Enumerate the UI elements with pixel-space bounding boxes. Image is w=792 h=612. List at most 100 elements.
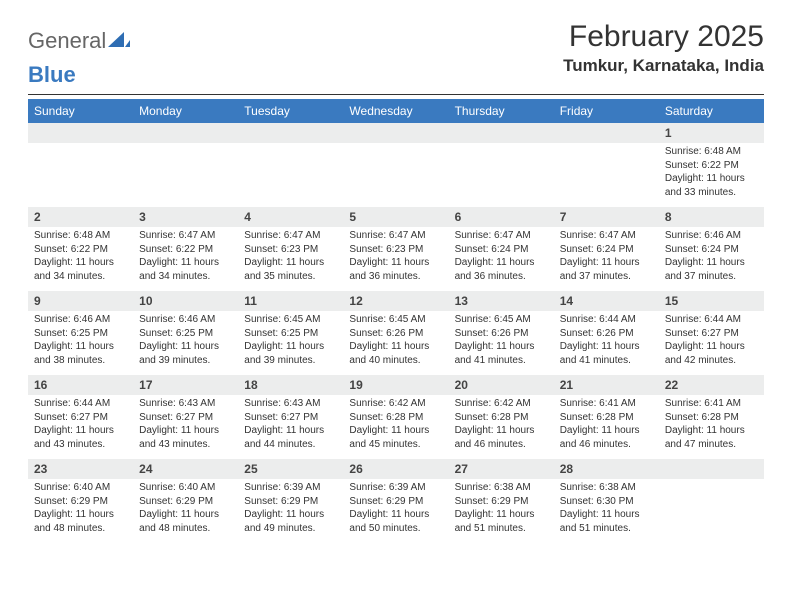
day-content: Sunrise: 6:38 AMSunset: 6:29 PMDaylight:… xyxy=(449,479,554,543)
daylight-text: Daylight: 11 hours and 36 minutes. xyxy=(349,256,442,283)
sunrise-text: Sunrise: 6:41 AM xyxy=(665,397,758,411)
sunset-text: Sunset: 6:28 PM xyxy=(665,411,758,425)
day-number: 6 xyxy=(449,207,554,227)
sunset-text: Sunset: 6:27 PM xyxy=(34,411,127,425)
day-number: 20 xyxy=(449,375,554,395)
sunrise-text: Sunrise: 6:39 AM xyxy=(244,481,337,495)
day-content: Sunrise: 6:39 AMSunset: 6:29 PMDaylight:… xyxy=(238,479,343,543)
sunset-text: Sunset: 6:29 PM xyxy=(349,495,442,509)
day-content xyxy=(133,143,238,207)
weekday-friday: Friday xyxy=(554,99,659,123)
day-number: 22 xyxy=(659,375,764,395)
day-content: Sunrise: 6:46 AMSunset: 6:25 PMDaylight:… xyxy=(133,311,238,375)
day-content: Sunrise: 6:45 AMSunset: 6:26 PMDaylight:… xyxy=(449,311,554,375)
sunset-text: Sunset: 6:27 PM xyxy=(665,327,758,341)
day-number: 25 xyxy=(238,459,343,479)
week-daynum-row: 232425262728 xyxy=(28,459,764,479)
sunrise-text: Sunrise: 6:47 AM xyxy=(349,229,442,243)
weekday-monday: Monday xyxy=(133,99,238,123)
sunrise-text: Sunrise: 6:46 AM xyxy=(139,313,232,327)
daylight-text: Daylight: 11 hours and 41 minutes. xyxy=(560,340,653,367)
day-content xyxy=(238,143,343,207)
daylight-text: Daylight: 11 hours and 45 minutes. xyxy=(349,424,442,451)
week-daynum-row: 1 xyxy=(28,123,764,143)
sunrise-text: Sunrise: 6:48 AM xyxy=(34,229,127,243)
day-number: 15 xyxy=(659,291,764,311)
day-number: 26 xyxy=(343,459,448,479)
day-content xyxy=(343,143,448,207)
daylight-text: Daylight: 11 hours and 48 minutes. xyxy=(139,508,232,535)
day-number: 10 xyxy=(133,291,238,311)
daylight-text: Daylight: 11 hours and 41 minutes. xyxy=(455,340,548,367)
logo-text-general: General xyxy=(28,28,106,54)
day-number xyxy=(28,123,133,143)
sunrise-text: Sunrise: 6:39 AM xyxy=(349,481,442,495)
week-daynum-row: 16171819202122 xyxy=(28,375,764,395)
sunset-text: Sunset: 6:22 PM xyxy=(34,243,127,257)
sunrise-text: Sunrise: 6:46 AM xyxy=(34,313,127,327)
sunset-text: Sunset: 6:26 PM xyxy=(349,327,442,341)
day-content: Sunrise: 6:40 AMSunset: 6:29 PMDaylight:… xyxy=(133,479,238,543)
weekday-thursday: Thursday xyxy=(449,99,554,123)
week-daynum-row: 2345678 xyxy=(28,207,764,227)
sunrise-text: Sunrise: 6:45 AM xyxy=(244,313,337,327)
sunset-text: Sunset: 6:29 PM xyxy=(244,495,337,509)
daylight-text: Daylight: 11 hours and 38 minutes. xyxy=(34,340,127,367)
week-content-row: Sunrise: 6:48 AMSunset: 6:22 PMDaylight:… xyxy=(28,143,764,207)
header-divider xyxy=(28,94,764,95)
day-content: Sunrise: 6:44 AMSunset: 6:26 PMDaylight:… xyxy=(554,311,659,375)
sunset-text: Sunset: 6:26 PM xyxy=(560,327,653,341)
sunrise-text: Sunrise: 6:47 AM xyxy=(139,229,232,243)
sunset-text: Sunset: 6:24 PM xyxy=(560,243,653,257)
day-number: 16 xyxy=(28,375,133,395)
daylight-text: Daylight: 11 hours and 50 minutes. xyxy=(349,508,442,535)
logo: General xyxy=(28,28,130,54)
day-content: Sunrise: 6:48 AMSunset: 6:22 PMDaylight:… xyxy=(659,143,764,207)
day-content: Sunrise: 6:47 AMSunset: 6:23 PMDaylight:… xyxy=(238,227,343,291)
sunset-text: Sunset: 6:25 PM xyxy=(244,327,337,341)
sunrise-text: Sunrise: 6:42 AM xyxy=(455,397,548,411)
sunrise-text: Sunrise: 6:44 AM xyxy=(34,397,127,411)
sunset-text: Sunset: 6:30 PM xyxy=(560,495,653,509)
location-subtitle: Tumkur, Karnataka, India xyxy=(563,56,764,76)
day-content: Sunrise: 6:43 AMSunset: 6:27 PMDaylight:… xyxy=(133,395,238,459)
sunset-text: Sunset: 6:24 PM xyxy=(455,243,548,257)
sunrise-text: Sunrise: 6:40 AM xyxy=(139,481,232,495)
day-number xyxy=(133,123,238,143)
day-content: Sunrise: 6:45 AMSunset: 6:25 PMDaylight:… xyxy=(238,311,343,375)
sunset-text: Sunset: 6:27 PM xyxy=(244,411,337,425)
weekday-saturday: Saturday xyxy=(659,99,764,123)
day-number: 9 xyxy=(28,291,133,311)
day-content xyxy=(554,143,659,207)
weekday-tuesday: Tuesday xyxy=(238,99,343,123)
day-number xyxy=(343,123,448,143)
sunset-text: Sunset: 6:22 PM xyxy=(665,159,758,173)
day-number: 24 xyxy=(133,459,238,479)
sunset-text: Sunset: 6:26 PM xyxy=(455,327,548,341)
day-content: Sunrise: 6:42 AMSunset: 6:28 PMDaylight:… xyxy=(449,395,554,459)
daylight-text: Daylight: 11 hours and 44 minutes. xyxy=(244,424,337,451)
calendar-page: General February 2025 Tumkur, Karnataka,… xyxy=(0,0,792,563)
daylight-text: Daylight: 11 hours and 43 minutes. xyxy=(34,424,127,451)
day-number: 1 xyxy=(659,123,764,143)
daylight-text: Daylight: 11 hours and 47 minutes. xyxy=(665,424,758,451)
daylight-text: Daylight: 11 hours and 48 minutes. xyxy=(34,508,127,535)
sunset-text: Sunset: 6:25 PM xyxy=(34,327,127,341)
daylight-text: Daylight: 11 hours and 49 minutes. xyxy=(244,508,337,535)
day-number: 21 xyxy=(554,375,659,395)
day-number: 3 xyxy=(133,207,238,227)
day-number: 8 xyxy=(659,207,764,227)
week-content-row: Sunrise: 6:40 AMSunset: 6:29 PMDaylight:… xyxy=(28,479,764,543)
week-content-row: Sunrise: 6:44 AMSunset: 6:27 PMDaylight:… xyxy=(28,395,764,459)
sunset-text: Sunset: 6:29 PM xyxy=(455,495,548,509)
daylight-text: Daylight: 11 hours and 34 minutes. xyxy=(139,256,232,283)
sunrise-text: Sunrise: 6:44 AM xyxy=(560,313,653,327)
daylight-text: Daylight: 11 hours and 39 minutes. xyxy=(139,340,232,367)
day-number: 27 xyxy=(449,459,554,479)
sunset-text: Sunset: 6:28 PM xyxy=(560,411,653,425)
day-content xyxy=(28,143,133,207)
day-content: Sunrise: 6:47 AMSunset: 6:22 PMDaylight:… xyxy=(133,227,238,291)
day-number xyxy=(659,459,764,479)
sunrise-text: Sunrise: 6:38 AM xyxy=(560,481,653,495)
day-content: Sunrise: 6:47 AMSunset: 6:23 PMDaylight:… xyxy=(343,227,448,291)
